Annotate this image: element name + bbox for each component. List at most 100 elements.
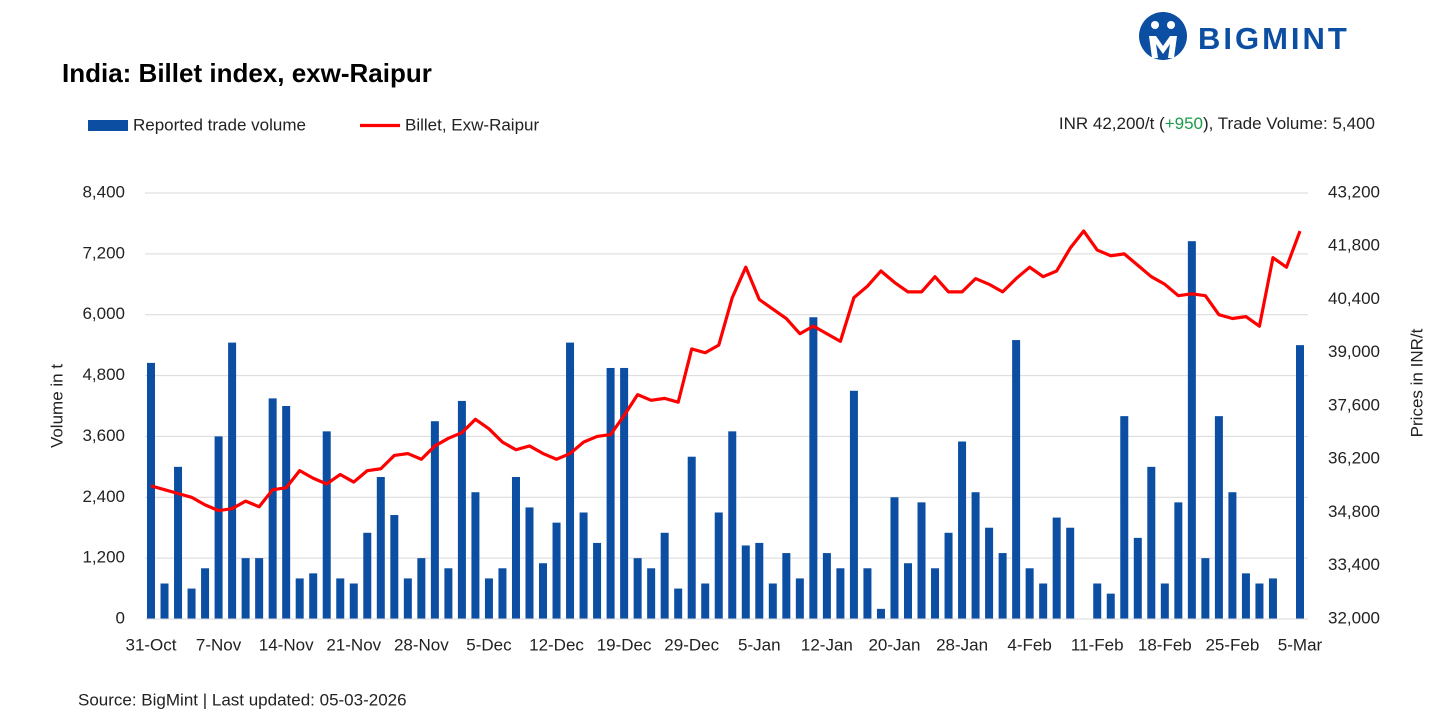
- bar: [849, 390, 858, 619]
- bar: [376, 477, 385, 619]
- bar: [566, 342, 575, 619]
- x-tick-label: 28-Nov: [394, 635, 449, 654]
- bar: [268, 398, 277, 619]
- bar: [660, 532, 669, 619]
- bar: [728, 431, 737, 619]
- bar: [471, 492, 480, 619]
- x-tick-label: 11-Feb: [1071, 635, 1124, 654]
- bar: [1039, 583, 1048, 619]
- y2-tick-label: 32,000: [1328, 608, 1380, 627]
- y-tick-label: 1,200: [82, 548, 125, 567]
- bar: [890, 497, 899, 619]
- bar: [282, 406, 291, 619]
- x-tick-label: 29-Dec: [664, 635, 719, 654]
- y2-tick-label: 37,600: [1328, 395, 1380, 414]
- bar: [147, 362, 155, 619]
- bar: [228, 342, 237, 619]
- bar: [498, 568, 507, 619]
- bar: [417, 558, 426, 619]
- bar: [593, 542, 602, 619]
- bar: [741, 545, 750, 619]
- bar: [1133, 537, 1142, 619]
- bar: [174, 466, 183, 619]
- bar: [1187, 241, 1196, 619]
- bar: [444, 568, 453, 619]
- chart-title: India: Billet index, exw-Raipur: [62, 58, 432, 88]
- bar: [390, 515, 399, 619]
- bar: [1093, 583, 1102, 619]
- line: [150, 229, 1302, 513]
- y-tick-label: 2,400: [82, 487, 125, 506]
- bar: [863, 568, 872, 619]
- bar: [674, 588, 683, 619]
- x-tick-label: 4-Feb: [1007, 635, 1051, 654]
- bar: [1012, 340, 1021, 619]
- bar: [322, 431, 331, 619]
- bar: [1052, 517, 1061, 619]
- x-tick-label: 20-Jan: [868, 635, 920, 654]
- bar: [214, 436, 223, 619]
- bar: [931, 568, 940, 619]
- bar: [620, 367, 629, 619]
- y2-tick-label: 39,000: [1328, 342, 1380, 361]
- bar: [647, 568, 656, 619]
- bar: [633, 558, 642, 619]
- bar: [1106, 593, 1115, 619]
- bar: [985, 527, 994, 619]
- bar: [363, 532, 372, 619]
- y-tick-label: 6,000: [82, 304, 125, 323]
- bar: [768, 583, 777, 619]
- bar: [714, 512, 723, 619]
- y-tick-label: 8,400: [82, 182, 125, 201]
- x-tick-label: 12-Dec: [529, 635, 584, 654]
- headline-rest: ), Trade Volume: 5,400: [1203, 114, 1375, 133]
- headline-change: +950: [1165, 114, 1203, 133]
- y2-tick-label: 41,800: [1328, 236, 1380, 255]
- bar: [201, 568, 210, 619]
- bar: [944, 532, 953, 619]
- bar: [430, 421, 439, 619]
- bar: [917, 502, 926, 619]
- y-tick-label: 3,600: [82, 426, 125, 445]
- source: Source: BigMint | Last updated: 05-03-20…: [78, 690, 407, 709]
- logo-icon-dot: [1167, 21, 1175, 29]
- bar: [403, 578, 412, 619]
- bar: [309, 573, 318, 619]
- bar: [579, 512, 588, 619]
- bar: [484, 578, 493, 619]
- x-tick-label: 28-Jan: [936, 635, 988, 654]
- bar: [255, 558, 264, 619]
- bar: [701, 583, 710, 619]
- legend-label: Billet, Exw-Raipur: [405, 115, 539, 134]
- bar: [822, 553, 831, 619]
- x-tick-label: 12-Jan: [801, 635, 853, 654]
- bar: [1066, 527, 1075, 619]
- y2-tick-label: 34,800: [1328, 502, 1380, 521]
- bar: [349, 583, 358, 619]
- bar: [876, 608, 885, 619]
- x-tick-label: 14-Nov: [259, 635, 314, 654]
- x-tick-label: 18-Feb: [1138, 635, 1192, 654]
- y2-tick-label: 43,200: [1328, 182, 1380, 201]
- bar: [295, 578, 304, 619]
- bar: [1025, 568, 1034, 619]
- y2-tick-label: 33,400: [1328, 555, 1380, 574]
- legend-label: Reported trade volume: [133, 115, 306, 134]
- bar: [1174, 502, 1183, 619]
- bar: [958, 441, 967, 619]
- y2-axis-title: Prices in INR/t: [1407, 328, 1426, 437]
- bar: [1268, 578, 1277, 619]
- bar: [1201, 558, 1210, 619]
- bar: [160, 583, 169, 619]
- bar: [241, 558, 250, 619]
- bar: [836, 568, 845, 619]
- bar: [511, 477, 520, 619]
- bar: [903, 563, 912, 619]
- bar: [1214, 416, 1223, 619]
- x-tick-label: 21-Nov: [326, 635, 381, 654]
- y-tick-label: 4,800: [82, 365, 125, 384]
- headline: INR 42,200/t (+950), Trade Volume: 5,400: [1059, 114, 1375, 133]
- bar: [998, 553, 1007, 619]
- legend-swatch: [88, 120, 128, 131]
